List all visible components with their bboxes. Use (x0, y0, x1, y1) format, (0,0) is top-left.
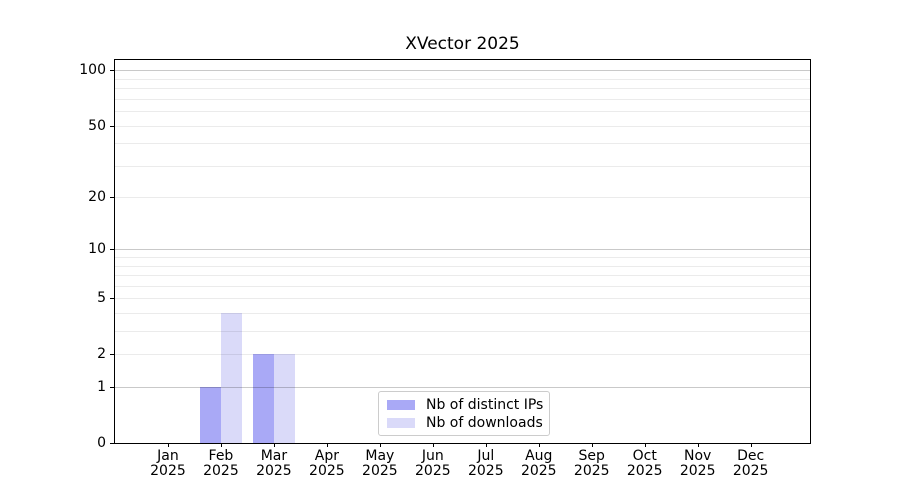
y-tick-label-5: 5 (97, 290, 106, 307)
x-tick-year: 2025 (520, 463, 557, 479)
y-tick-5 (110, 298, 114, 300)
x-tick-oct (644, 443, 646, 447)
x-tick-year: 2025 (467, 463, 504, 479)
y-tick-label-2: 2 (97, 346, 106, 363)
x-tick-label-jan: Jan 2025 (128, 449, 208, 479)
gridline-minor-20 (115, 197, 810, 199)
x-tick-label-jul: Jul 2025 (446, 449, 526, 479)
x-tick-label-sep: Sep 2025 (552, 449, 632, 479)
x-tick-month: Apr (314, 448, 339, 464)
legend-label: Nb of distinct IPs (426, 397, 544, 413)
x-tick-month: Jan (157, 448, 179, 464)
x-tick-mar (273, 443, 275, 447)
gridline-minor-8 (115, 265, 810, 267)
x-tick-month: Jul (477, 448, 495, 464)
x-tick-label-dec: Dec 2025 (711, 449, 791, 479)
x-tick-month: Nov (684, 448, 712, 464)
x-tick-month: Sep (578, 448, 605, 464)
x-tick-label-mar: Mar 2025 (234, 449, 314, 479)
y-tick-label-10: 10 (88, 241, 106, 258)
x-tick-year: 2025 (256, 463, 292, 479)
x-tick-month: Feb (208, 448, 234, 464)
x-tick-may (379, 443, 381, 447)
x-tick-label-may: May 2025 (340, 449, 420, 479)
x-tick-label-nov: Nov 2025 (658, 449, 738, 479)
x-tick-jan (167, 443, 169, 447)
plot-area: Nb of distinct IPs Nb of downloads (114, 59, 811, 444)
gridline-minor-3 (115, 331, 810, 333)
legend-label: Nb of downloads (426, 415, 543, 431)
x-tick-label-jun: Jun 2025 (393, 449, 473, 479)
x-tick-year: 2025 (309, 463, 345, 479)
x-tick-feb (220, 443, 222, 447)
gridline-minor-7 (115, 275, 810, 277)
x-tick-year: 2025 (150, 463, 186, 479)
x-tick-year: 2025 (573, 463, 610, 479)
x-tick-year: 2025 (415, 463, 451, 479)
x-tick-year: 2025 (679, 463, 716, 479)
chart-title: XVector 2025 (405, 34, 520, 54)
gridline-minor-5 (115, 298, 810, 300)
legend-swatch (387, 400, 415, 410)
gridline-minor-90 (115, 78, 810, 80)
gridline-minor-6 (115, 285, 810, 287)
legend-swatch (387, 418, 415, 428)
x-tick-month: Oct (632, 448, 657, 464)
y-tick-label-0: 0 (97, 435, 106, 451)
y-tick-1 (110, 387, 114, 389)
x-tick-label-oct: Oct 2025 (605, 449, 685, 479)
gridline-major-100 (115, 70, 810, 72)
x-tick-aug (538, 443, 540, 447)
gridline-minor-40 (115, 143, 810, 145)
gridline-minor-80 (115, 88, 810, 90)
y-tick-50 (110, 125, 114, 127)
x-tick-sep (591, 443, 593, 447)
y-tick-label-50: 50 (88, 117, 106, 134)
x-tick-month: May (365, 448, 395, 464)
bar-nb-of-distinct-ips-mar (252, 354, 274, 443)
x-tick-month: Aug (525, 448, 553, 464)
bar-nb-of-downloads-mar (273, 354, 296, 443)
y-tick-2 (110, 354, 114, 356)
legend: Nb of distinct IPs Nb of downloads (378, 391, 550, 436)
x-tick-apr (326, 443, 328, 447)
bar-nb-of-distinct-ips-feb (199, 387, 221, 443)
x-tick-label-aug: Aug 2025 (499, 449, 579, 479)
x-tick-month: Mar (260, 448, 288, 464)
x-tick-label-feb: Feb 2025 (181, 449, 261, 479)
gridline-major-10 (115, 249, 810, 251)
gridline-major-1 (115, 387, 810, 389)
x-tick-nov (697, 443, 699, 447)
x-tick-month: Jun (421, 448, 444, 464)
x-tick-year: 2025 (203, 463, 239, 479)
y-tick-100 (110, 70, 114, 72)
y-tick-label-20: 20 (88, 189, 106, 206)
x-tick-year: 2025 (362, 463, 398, 479)
bar-nb-of-downloads-feb (220, 313, 243, 443)
gridline-minor-30 (115, 165, 810, 167)
gridline-minor-2 (115, 354, 810, 356)
gridline-minor-70 (115, 98, 810, 100)
y-tick-10 (110, 249, 114, 251)
x-tick-jun (432, 443, 434, 447)
x-tick-year: 2025 (626, 463, 663, 479)
y-tick-label-1: 1 (97, 379, 106, 396)
x-tick-label-apr: Apr 2025 (287, 449, 367, 479)
y-tick-20 (110, 197, 114, 199)
gridline-minor-9 (115, 257, 810, 259)
x-tick-jul (485, 443, 487, 447)
x-tick-dec (750, 443, 752, 447)
legend-item: Nb of distinct IPs (387, 396, 544, 414)
legend-item: Nb of downloads (387, 414, 543, 432)
gridline-minor-50 (115, 125, 810, 127)
gridline-minor-4 (115, 313, 810, 315)
y-tick-0 (110, 443, 114, 444)
x-tick-year: 2025 (732, 463, 769, 479)
x-tick-month: Dec (737, 448, 765, 464)
y-tick-label-100: 100 (79, 62, 106, 79)
gridline-minor-60 (115, 111, 810, 113)
